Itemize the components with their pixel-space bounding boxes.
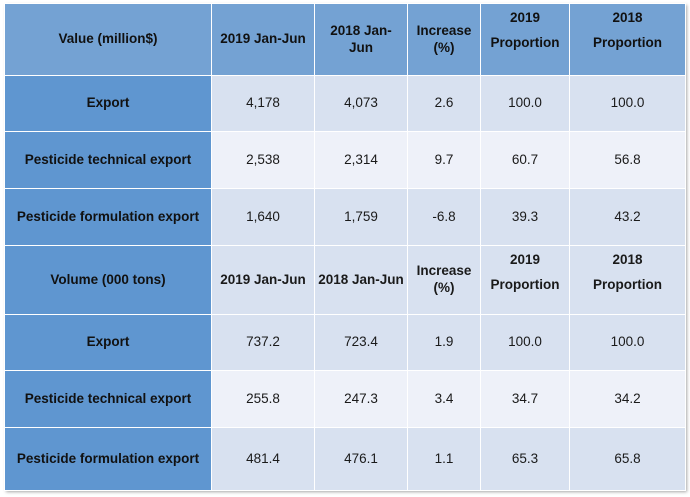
cell: 2,314 xyxy=(314,131,408,189)
volume-header-2019-proportion-line1: 2019 xyxy=(509,252,541,267)
cell: 34.2 xyxy=(569,370,686,428)
cell: 100.0 xyxy=(569,314,686,371)
cell: 39.3 xyxy=(480,188,570,246)
volume-header-increase-line2: (%) xyxy=(433,280,455,295)
cell: 1.1 xyxy=(407,427,481,491)
value-header-increase-line2: (%) xyxy=(433,39,455,55)
cell: 476.1 xyxy=(314,427,408,491)
row-label: Pesticide technical export xyxy=(4,370,212,428)
cell: 56.8 xyxy=(569,131,686,189)
value-header-2018-line1: 2018 Jan- xyxy=(330,22,392,38)
cell: 2,538 xyxy=(211,131,315,189)
cell: 2.6 xyxy=(407,75,481,132)
volume-header-label: Volume (000 tons) xyxy=(4,245,212,315)
value-header-2018-proportion-line1: 2018 xyxy=(612,10,643,25)
volume-header-increase-line1: Increase xyxy=(416,263,472,279)
cell: 247.3 xyxy=(314,370,408,428)
cell: 4,178 xyxy=(211,75,315,132)
cell: 1,640 xyxy=(211,188,315,246)
cell: 1,759 xyxy=(314,188,408,246)
cell: 65.3 xyxy=(480,427,570,491)
value-header-2018: 2018 Jan- Jun xyxy=(314,3,408,76)
cell: 737.2 xyxy=(211,314,315,371)
value-header-increase: Increase (%) xyxy=(407,3,481,76)
cell: 60.7 xyxy=(480,131,570,189)
row-label: Pesticide formulation export xyxy=(4,427,212,491)
cell: 1.9 xyxy=(407,314,481,371)
value-header-2019-proportion-line2: Proportion xyxy=(490,35,560,50)
value-header-label: Value (million$) xyxy=(4,3,212,76)
volume-header-increase: Increase (%) xyxy=(407,245,481,315)
volume-header-2019: 2019 Jan-Jun xyxy=(211,245,315,315)
volume-header-2018-proportion-line1: 2018 xyxy=(612,252,643,267)
table-row: Pesticide formulation export 1,640 1,759… xyxy=(4,188,686,246)
cell: 255.8 xyxy=(211,370,315,428)
cell: 43.2 xyxy=(569,188,686,246)
volume-header-2018-proportion: 2018 Proportion xyxy=(569,245,686,315)
volume-header-2018: 2018 Jan-Jun xyxy=(314,245,408,315)
volume-header-row: Volume (000 tons) 2019 Jan-Jun 2018 Jan-… xyxy=(4,245,686,315)
cell: 65.8 xyxy=(569,427,686,491)
value-header-2018-line2: Jun xyxy=(348,39,373,55)
value-header-2019-proportion-line1: 2019 xyxy=(509,10,541,25)
value-header-2019-proportion: 2019 Proportion xyxy=(480,3,570,76)
table-row: Export 737.2 723.4 1.9 100.0 100.0 xyxy=(4,314,686,371)
cell: -6.8 xyxy=(407,188,481,246)
value-header-2018-proportion-line2: Proportion xyxy=(593,35,662,50)
value-header-2018-proportion: 2018 Proportion xyxy=(569,3,686,76)
volume-header-2018-proportion-line2: Proportion xyxy=(593,277,662,292)
row-label: Export xyxy=(4,75,212,132)
volume-header-2019-proportion-line2: Proportion xyxy=(490,277,560,292)
volume-header-2019-proportion: 2019 Proportion xyxy=(480,245,570,315)
pesticide-export-table: Value (million$) 2019 Jan-Jun 2018 Jan- … xyxy=(4,3,686,491)
cell: 100.0 xyxy=(480,75,570,132)
value-header-row: Value (million$) 2019 Jan-Jun 2018 Jan- … xyxy=(4,3,686,76)
cell: 481.4 xyxy=(211,427,315,491)
cell: 4,073 xyxy=(314,75,408,132)
value-header-2019: 2019 Jan-Jun xyxy=(211,3,315,76)
table-row: Pesticide technical export 255.8 247.3 3… xyxy=(4,370,686,428)
table-row: Pesticide technical export 2,538 2,314 9… xyxy=(4,131,686,189)
table-row: Pesticide formulation export 481.4 476.1… xyxy=(4,427,686,491)
cell: 9.7 xyxy=(407,131,481,189)
export-table-container: Value (million$) 2019 Jan-Jun 2018 Jan- … xyxy=(4,3,686,491)
cell: 100.0 xyxy=(480,314,570,371)
cell: 3.4 xyxy=(407,370,481,428)
row-label: Pesticide formulation export xyxy=(4,188,212,246)
row-label: Export xyxy=(4,314,212,371)
value-header-increase-line1: Increase xyxy=(416,22,472,38)
table-row: Export 4,178 4,073 2.6 100.0 100.0 xyxy=(4,75,686,132)
row-label: Pesticide technical export xyxy=(4,131,212,189)
cell: 100.0 xyxy=(569,75,686,132)
cell: 34.7 xyxy=(480,370,570,428)
cell: 723.4 xyxy=(314,314,408,371)
